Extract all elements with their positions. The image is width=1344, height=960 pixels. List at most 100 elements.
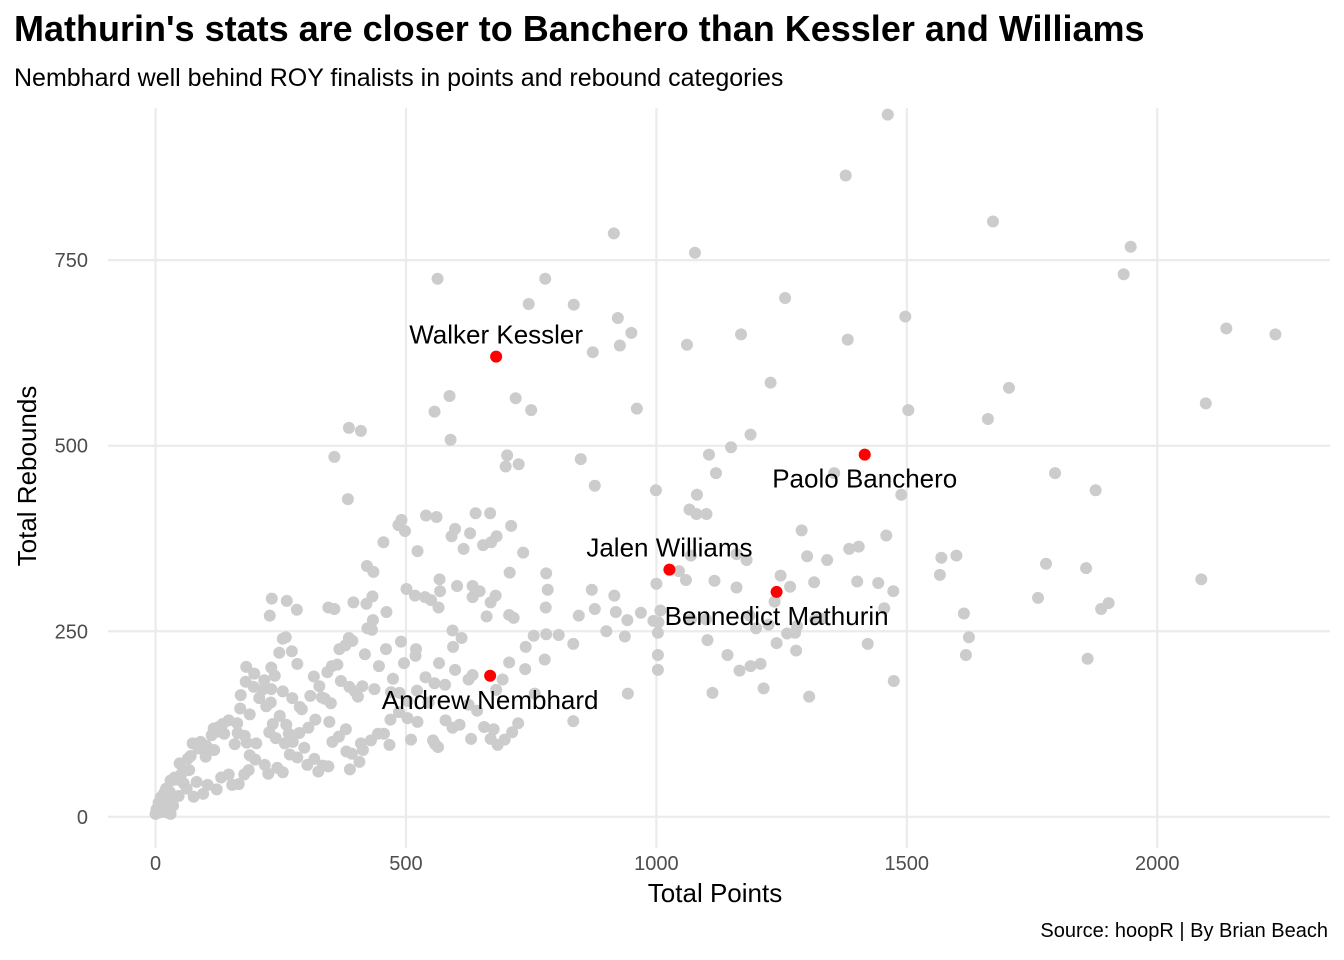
data-point bbox=[690, 507, 703, 520]
data-point bbox=[345, 747, 358, 760]
data-point bbox=[231, 726, 244, 739]
data-point bbox=[473, 585, 486, 598]
data-point bbox=[770, 637, 783, 650]
data-point bbox=[815, 612, 828, 625]
data-point bbox=[360, 597, 373, 610]
data-point bbox=[172, 790, 185, 803]
data-point bbox=[484, 596, 497, 609]
data-point bbox=[462, 698, 475, 711]
data-point bbox=[276, 632, 289, 645]
data-point bbox=[273, 709, 286, 722]
data-point bbox=[234, 702, 247, 715]
data-point bbox=[651, 663, 664, 676]
data-point bbox=[499, 460, 512, 473]
y-axis-ticks: 0 250 500 750 bbox=[55, 250, 88, 829]
data-point bbox=[422, 696, 435, 709]
data-point bbox=[852, 540, 865, 553]
data-point bbox=[392, 519, 405, 532]
data-point bbox=[425, 594, 438, 607]
data-point bbox=[377, 727, 390, 740]
data-point bbox=[308, 752, 321, 765]
data-point bbox=[981, 412, 994, 425]
data-point bbox=[754, 657, 767, 670]
y-tick-label: 500 bbox=[55, 436, 88, 458]
data-point bbox=[1049, 467, 1062, 480]
data-point bbox=[1117, 268, 1130, 281]
data-point bbox=[496, 673, 509, 686]
data-point bbox=[353, 755, 366, 768]
data-point bbox=[625, 326, 638, 339]
data-point bbox=[263, 726, 276, 739]
data-point bbox=[795, 524, 808, 537]
data-point bbox=[649, 484, 662, 497]
data-point bbox=[588, 603, 601, 616]
data-point bbox=[762, 618, 775, 631]
point-label: Andrew Nembhard bbox=[382, 685, 599, 715]
data-point bbox=[464, 527, 477, 540]
data-point bbox=[613, 339, 626, 352]
data-point bbox=[478, 721, 491, 734]
data-point bbox=[784, 580, 797, 593]
data-point bbox=[351, 690, 364, 703]
data-point bbox=[194, 735, 207, 748]
data-point bbox=[444, 433, 457, 446]
data-point bbox=[342, 421, 355, 434]
data-point bbox=[484, 507, 497, 520]
data-point bbox=[779, 292, 792, 305]
data-point bbox=[744, 660, 757, 673]
data-point bbox=[409, 589, 422, 602]
data-point bbox=[339, 723, 352, 736]
data-point bbox=[392, 706, 405, 719]
data-point bbox=[262, 767, 275, 780]
data-point bbox=[280, 594, 293, 607]
data-point bbox=[935, 551, 948, 564]
data-point bbox=[507, 611, 520, 624]
data-point bbox=[509, 392, 522, 405]
data-point bbox=[354, 424, 367, 437]
data-point bbox=[393, 686, 406, 699]
data-point bbox=[323, 715, 336, 728]
data-point bbox=[411, 545, 424, 558]
data-point bbox=[567, 637, 580, 650]
data-point bbox=[651, 626, 664, 639]
data-point bbox=[650, 577, 663, 590]
data-point bbox=[343, 763, 356, 776]
data-point bbox=[878, 602, 891, 615]
data-point bbox=[201, 778, 214, 791]
x-axis-label: Total Points bbox=[648, 878, 782, 908]
x-tick-label: 2000 bbox=[1135, 853, 1180, 875]
point-label: Jalen Williams bbox=[586, 533, 752, 563]
data-point bbox=[654, 604, 667, 617]
data-point bbox=[808, 576, 821, 589]
data-point bbox=[821, 554, 834, 567]
data-point bbox=[273, 646, 286, 659]
data-point bbox=[586, 346, 599, 359]
data-point bbox=[490, 683, 503, 696]
data-point bbox=[895, 488, 908, 501]
data-point bbox=[764, 376, 777, 389]
data-point bbox=[744, 428, 757, 441]
data-point bbox=[187, 790, 200, 803]
data-point bbox=[841, 333, 854, 346]
data-point bbox=[291, 657, 304, 670]
data-point bbox=[611, 312, 624, 325]
chart-caption: Source: hoopR | By Brian Beach bbox=[1040, 920, 1328, 942]
data-point bbox=[164, 807, 177, 820]
data-point bbox=[899, 310, 912, 323]
data-point bbox=[743, 609, 756, 622]
data-point bbox=[872, 577, 885, 590]
data-point bbox=[572, 609, 585, 622]
data-point bbox=[588, 479, 601, 492]
data-point bbox=[260, 700, 273, 713]
data-point bbox=[180, 782, 193, 795]
data-point bbox=[725, 441, 738, 454]
grid-lines bbox=[108, 108, 1330, 848]
data-point bbox=[304, 689, 317, 702]
data-point bbox=[356, 680, 369, 693]
data-point bbox=[503, 656, 516, 669]
chart-title: Mathurin's stats are closer to Banchero … bbox=[14, 8, 1145, 49]
data-point bbox=[291, 751, 304, 764]
highlighted-point bbox=[858, 448, 871, 461]
data-point bbox=[540, 628, 553, 641]
data-point bbox=[950, 549, 963, 562]
